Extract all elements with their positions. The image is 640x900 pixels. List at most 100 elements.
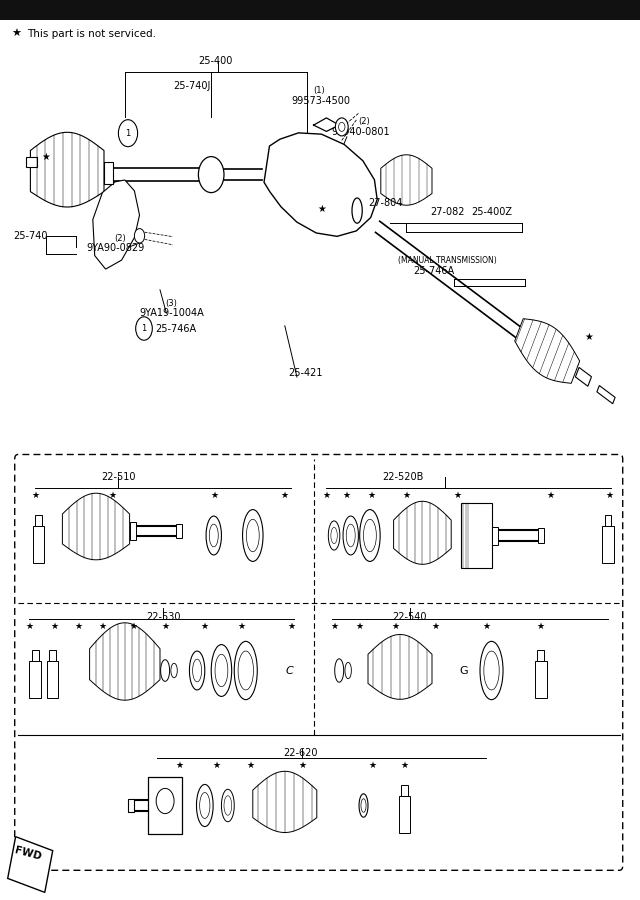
Bar — [129, 522, 136, 540]
Text: ★: ★ — [392, 622, 399, 631]
Bar — [128, 799, 134, 812]
Text: ★: ★ — [547, 491, 554, 500]
Bar — [461, 503, 492, 568]
Text: ★: ★ — [238, 622, 246, 631]
Text: 25-400: 25-400 — [198, 56, 233, 67]
Text: ★: ★ — [12, 29, 22, 40]
Polygon shape — [368, 634, 432, 699]
Bar — [492, 526, 498, 544]
Text: ★: ★ — [605, 491, 613, 500]
Polygon shape — [93, 180, 140, 269]
Text: ★: ★ — [51, 622, 58, 631]
Bar — [33, 526, 44, 562]
Bar — [29, 661, 41, 698]
Polygon shape — [381, 155, 432, 205]
Text: ★: ★ — [367, 491, 375, 500]
Polygon shape — [30, 132, 104, 207]
Circle shape — [339, 122, 345, 131]
Text: 25-740J: 25-740J — [173, 81, 210, 92]
Text: ★: ★ — [247, 760, 255, 770]
Polygon shape — [264, 133, 377, 237]
Text: 22-520B: 22-520B — [383, 472, 424, 482]
Text: (3): (3) — [165, 299, 177, 308]
Bar — [538, 528, 544, 543]
Text: C: C — [285, 665, 293, 676]
Bar — [104, 162, 113, 184]
Bar — [401, 785, 408, 796]
Text: ★: ★ — [356, 622, 364, 631]
Text: ★: ★ — [330, 622, 338, 631]
Text: 99940-0801: 99940-0801 — [332, 127, 390, 138]
Bar — [399, 796, 410, 832]
Text: 22-510: 22-510 — [101, 472, 136, 482]
Text: 9YA90-0829: 9YA90-0829 — [86, 243, 145, 254]
Bar — [8, 837, 52, 893]
Text: ★: ★ — [584, 331, 593, 342]
Text: ★: ★ — [108, 491, 116, 500]
Text: ★: ★ — [401, 760, 408, 770]
Text: 22-540: 22-540 — [392, 611, 427, 622]
Bar — [535, 661, 547, 698]
Circle shape — [134, 229, 145, 243]
Text: ★: ★ — [212, 760, 220, 770]
Text: This part is not serviced.: This part is not serviced. — [27, 29, 156, 40]
Bar — [175, 524, 182, 538]
Polygon shape — [394, 501, 451, 564]
Text: (1): (1) — [314, 86, 325, 94]
Text: 99573-4500: 99573-4500 — [291, 95, 350, 106]
Text: 25-400Z: 25-400Z — [471, 207, 512, 218]
Text: ★: ★ — [431, 622, 439, 631]
Bar — [26, 157, 37, 167]
Bar — [32, 650, 38, 661]
Text: ★: ★ — [74, 622, 82, 631]
Text: ★: ★ — [281, 491, 289, 500]
Polygon shape — [63, 493, 129, 560]
Text: 27-804: 27-804 — [369, 197, 403, 208]
Text: ★: ★ — [175, 760, 183, 770]
Text: ★: ★ — [287, 622, 295, 631]
Text: 9YA19-1004A: 9YA19-1004A — [140, 308, 204, 319]
Text: ★: ★ — [343, 491, 351, 500]
Bar — [605, 515, 611, 526]
Text: 22-620: 22-620 — [284, 748, 318, 759]
Text: ★: ★ — [369, 760, 376, 770]
Text: 1: 1 — [125, 129, 131, 138]
Text: (2): (2) — [358, 117, 370, 126]
Bar — [538, 650, 544, 661]
Bar — [35, 515, 42, 526]
Text: ★: ★ — [537, 622, 545, 631]
Text: ★: ★ — [31, 491, 39, 500]
Text: 25-421: 25-421 — [288, 368, 323, 379]
Text: ★: ★ — [129, 622, 137, 631]
Text: 25-746A: 25-746A — [413, 266, 454, 276]
Text: 25-746A: 25-746A — [155, 323, 196, 334]
Text: 22-530: 22-530 — [146, 611, 180, 622]
Text: G: G — [460, 665, 468, 676]
Text: ★: ★ — [298, 760, 306, 770]
Text: FWD: FWD — [13, 845, 42, 861]
Text: 27-082: 27-082 — [430, 207, 465, 218]
Polygon shape — [253, 771, 317, 832]
Bar — [597, 385, 615, 404]
Polygon shape — [515, 319, 580, 383]
Circle shape — [156, 788, 174, 814]
Circle shape — [335, 118, 348, 136]
Text: ★: ★ — [483, 622, 490, 631]
Text: ★: ★ — [99, 622, 106, 631]
Bar — [148, 777, 182, 834]
Bar — [47, 661, 58, 698]
Text: (2): (2) — [114, 234, 125, 243]
Bar — [49, 650, 56, 661]
Text: ★: ★ — [323, 491, 330, 500]
Bar — [602, 526, 614, 562]
Text: ★: ★ — [317, 203, 326, 214]
Text: 25-740: 25-740 — [13, 230, 47, 241]
Text: ★: ★ — [211, 491, 218, 500]
Text: ★: ★ — [403, 491, 410, 500]
Text: 1: 1 — [141, 324, 147, 333]
Bar — [575, 367, 591, 386]
Text: ★: ★ — [454, 491, 461, 500]
Text: ★: ★ — [161, 622, 169, 631]
Polygon shape — [90, 623, 160, 700]
Text: ★: ★ — [201, 622, 209, 631]
